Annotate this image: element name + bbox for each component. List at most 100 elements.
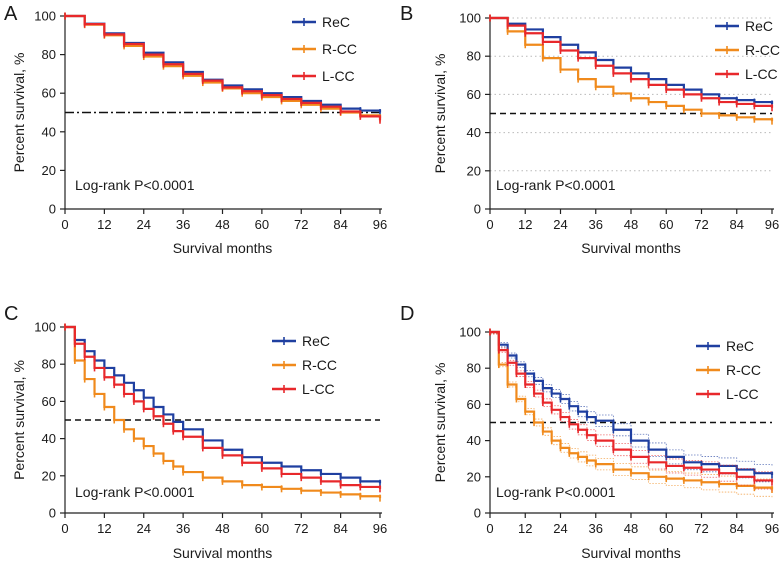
x-tick-label: 84 [730, 217, 744, 232]
x-tick-label: 84 [333, 521, 347, 536]
legend-label: R-CC [726, 362, 761, 378]
y-axis-title: Percent survival, % [11, 360, 27, 480]
y-tick-label: 0 [474, 202, 481, 217]
x-tick-label: 84 [730, 521, 744, 536]
legend-item-r-cc: R-CC [696, 362, 761, 378]
x-tick-label: 12 [518, 521, 532, 536]
y-tick-label: 0 [474, 506, 481, 521]
legend-label: ReC [726, 338, 754, 354]
chart-panel-c: C 0 20 40 60 80 100 0 12 24 36 48 60 72 84 96 Survival m… [4, 303, 387, 561]
ci-upper-band [490, 331, 773, 481]
series-l-cc [64, 323, 382, 493]
legend-item-l-cc: L-CC [696, 386, 759, 402]
x-axis-title: Survival months [173, 545, 273, 560]
y-tick-label: 60 [42, 394, 56, 409]
survival-curve [490, 16, 774, 104]
y-tick-label: 40 [42, 431, 56, 446]
x-tick-label: 0 [486, 217, 493, 232]
legend-label: L-CC [322, 68, 355, 84]
series-r-cc [489, 328, 774, 499]
logrank-annotation: Log-rank P<0.0001 [75, 484, 195, 500]
y-tick-label: 20 [42, 468, 56, 483]
x-tick-label: 24 [553, 217, 567, 232]
series-r-cc [64, 323, 382, 502]
y-tick-label: 20 [42, 163, 56, 178]
x-axis-title: Survival months [581, 545, 681, 560]
chart-panel-a: A 0 20 40 60 80 100 0 12 24 36 48 60 72 84 96 Survival m… [4, 3, 387, 256]
y-tick-label: 40 [467, 433, 481, 448]
x-tick-label: 72 [294, 217, 308, 232]
legend-item-l-cc: L-CC [272, 381, 335, 397]
survival-curve [65, 325, 382, 499]
x-tick-label: 60 [255, 521, 269, 536]
x-axis-title: Survival months [581, 240, 681, 256]
legend-label: R-CC [745, 42, 780, 58]
x-tick-label: 60 [255, 217, 269, 232]
x-tick-label: 72 [694, 217, 708, 232]
survival-curve [65, 14, 382, 113]
x-tick-label: 48 [215, 521, 229, 536]
y-axis-title: Percent survival, % [432, 54, 448, 174]
y-tick-label: 100 [34, 320, 56, 335]
legend-label: L-CC [726, 386, 759, 402]
x-tick-label: 60 [659, 521, 673, 536]
x-tick-label: 24 [553, 521, 567, 536]
x-tick-label: 48 [624, 217, 638, 232]
y-tick-label: 100 [459, 11, 481, 26]
y-tick-label: 60 [467, 87, 481, 102]
legend-item-r-cc: R-CC [715, 42, 780, 58]
x-tick-label: 36 [176, 217, 190, 232]
series-l-cc [64, 12, 382, 124]
x-tick-label: 96 [765, 521, 779, 536]
y-axis-title: Percent survival, % [11, 53, 27, 173]
x-tick-label: 60 [659, 217, 673, 232]
x-tick-label: 36 [589, 217, 603, 232]
legend-item-l-cc: L-CC [715, 66, 778, 82]
x-tick-label: 96 [373, 217, 387, 232]
x-tick-label: 36 [176, 521, 190, 536]
x-tick-label: 96 [373, 521, 387, 536]
legend-label: ReC [322, 14, 350, 30]
panel-letter: D [400, 303, 414, 325]
y-tick-label: 80 [467, 361, 481, 376]
x-tick-label: 48 [215, 217, 229, 232]
y-tick-label: 20 [467, 163, 481, 178]
x-tick-label: 72 [694, 521, 708, 536]
panel-letter: C [4, 303, 18, 325]
x-tick-label: 84 [333, 217, 347, 232]
y-tick-label: 40 [42, 124, 56, 139]
x-tick-label: 0 [61, 217, 68, 232]
chart-panel-b: B 0 20 40 60 80 100 0 12 24 36 48 60 72 84 96 Survival m… [400, 3, 780, 256]
x-tick-label: 96 [765, 217, 779, 232]
legend-item-l-cc: L-CC [292, 68, 355, 84]
y-tick-label: 20 [467, 469, 481, 484]
y-tick-label: 80 [42, 357, 56, 372]
logrank-annotation: Log-rank P<0.0001 [496, 177, 616, 193]
series-l-cc [489, 14, 774, 112]
panel-letter: A [4, 3, 18, 25]
x-tick-label: 12 [518, 217, 532, 232]
legend-item-r-cc: R-CC [292, 41, 357, 57]
x-tick-label: 24 [137, 521, 151, 536]
series-rec [64, 323, 382, 487]
y-axis-title: Percent survival, % [432, 363, 448, 483]
x-tick-label: 24 [137, 217, 151, 232]
logrank-annotation: Log-rank P<0.0001 [496, 484, 616, 500]
y-tick-label: 100 [34, 9, 56, 24]
x-tick-label: 72 [294, 521, 308, 536]
logrank-annotation: Log-rank P<0.0001 [75, 177, 195, 193]
y-tick-label: 60 [42, 86, 56, 101]
x-tick-label: 0 [486, 521, 493, 536]
ci-lower-band [490, 333, 773, 484]
legend-item-r-cc: R-CC [272, 357, 337, 373]
y-tick-label: 60 [467, 397, 481, 412]
legend-label: R-CC [302, 357, 337, 373]
y-tick-label: 0 [49, 506, 56, 521]
x-tick-label: 48 [624, 521, 638, 536]
x-tick-label: 12 [97, 521, 111, 536]
chart-panel-d: D 0 20 40 60 80 100 0 12 24 36 48 60 72 84 96 Survival m… [400, 303, 779, 561]
x-axis-title: Survival months [173, 240, 273, 256]
x-tick-label: 12 [97, 217, 111, 232]
